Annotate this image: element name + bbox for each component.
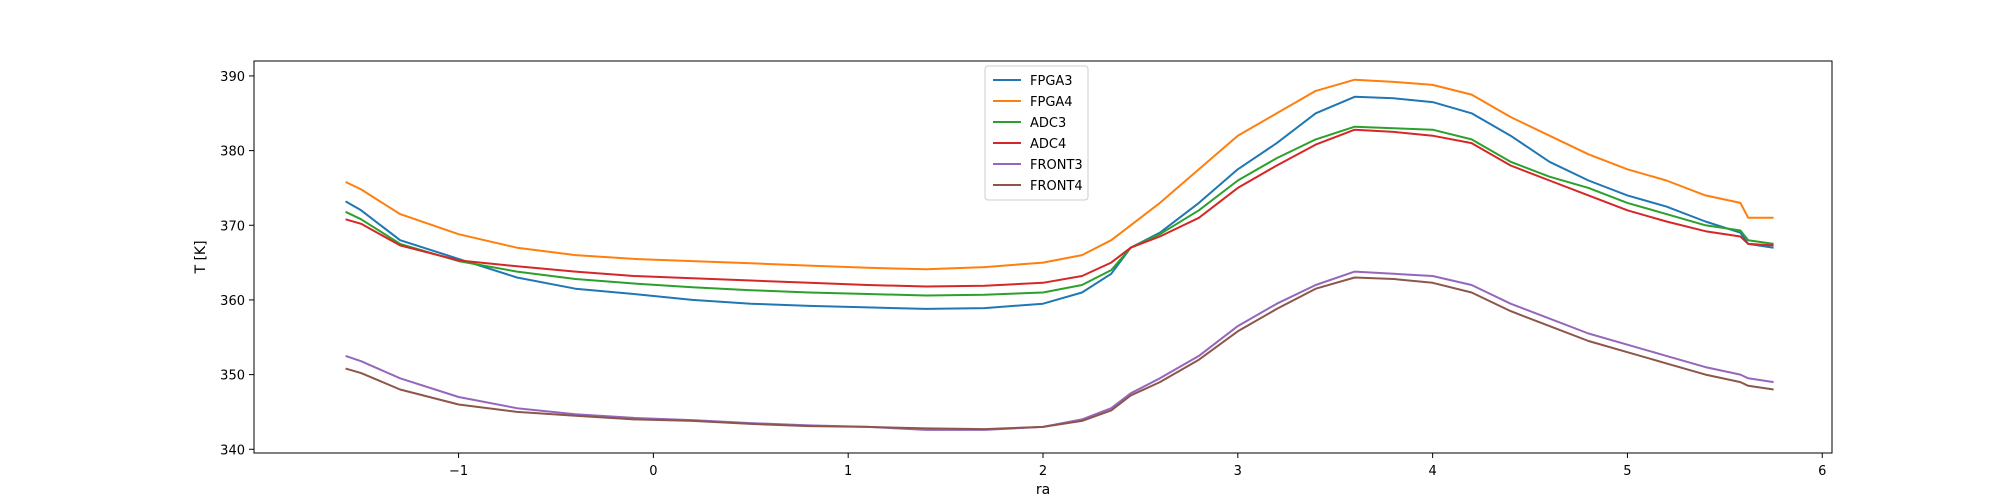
x-tick-label: 4 [1428,464,1436,479]
x-axis-ticks: −1 0 1 2 3 4 5 6 [449,453,1826,479]
x-tick-label: 2 [1039,464,1047,479]
y-axis-ticks: 340 350 360 370 380 390 [220,70,254,458]
legend-label: FRONT4 [1030,179,1083,194]
x-tick-label: −1 [449,464,468,479]
y-tick-label: 340 [220,443,245,458]
series-line-front4 [345,276,1774,431]
legend-label: ADC4 [1030,137,1066,152]
series-layer [345,78,1774,431]
x-tick-label: 6 [1818,464,1826,479]
legend-label: FPGA4 [1030,95,1073,110]
series-line-fpga3 [345,95,1774,310]
x-tick-label: 3 [1234,464,1242,479]
x-tick-label: 5 [1623,464,1631,479]
series-line-front3 [345,270,1774,431]
x-axis-label: ra [1036,482,1050,498]
y-tick-label: 380 [220,145,245,160]
series-line-adc4 [345,128,1774,288]
y-tick-label: 360 [220,294,245,309]
y-tick-label: 350 [220,369,245,384]
series-line-fpga4 [345,78,1774,271]
legend-label: FPGA3 [1030,74,1073,89]
legend-box [984,65,1089,201]
x-tick-label: 0 [649,464,657,479]
series-line-adc3 [345,125,1774,297]
y-tick-label: 390 [220,70,245,85]
x-tick-label: 1 [844,464,852,479]
legend: FPGA3 FPGA4 ADC3 ADC4 FRONT3 FRONT4 [984,65,1089,201]
y-tick-label: 370 [220,219,245,234]
legend-label: ADC3 [1030,116,1066,131]
y-axis-label: T [K] [193,240,209,274]
legend-label: FRONT3 [1030,158,1083,173]
